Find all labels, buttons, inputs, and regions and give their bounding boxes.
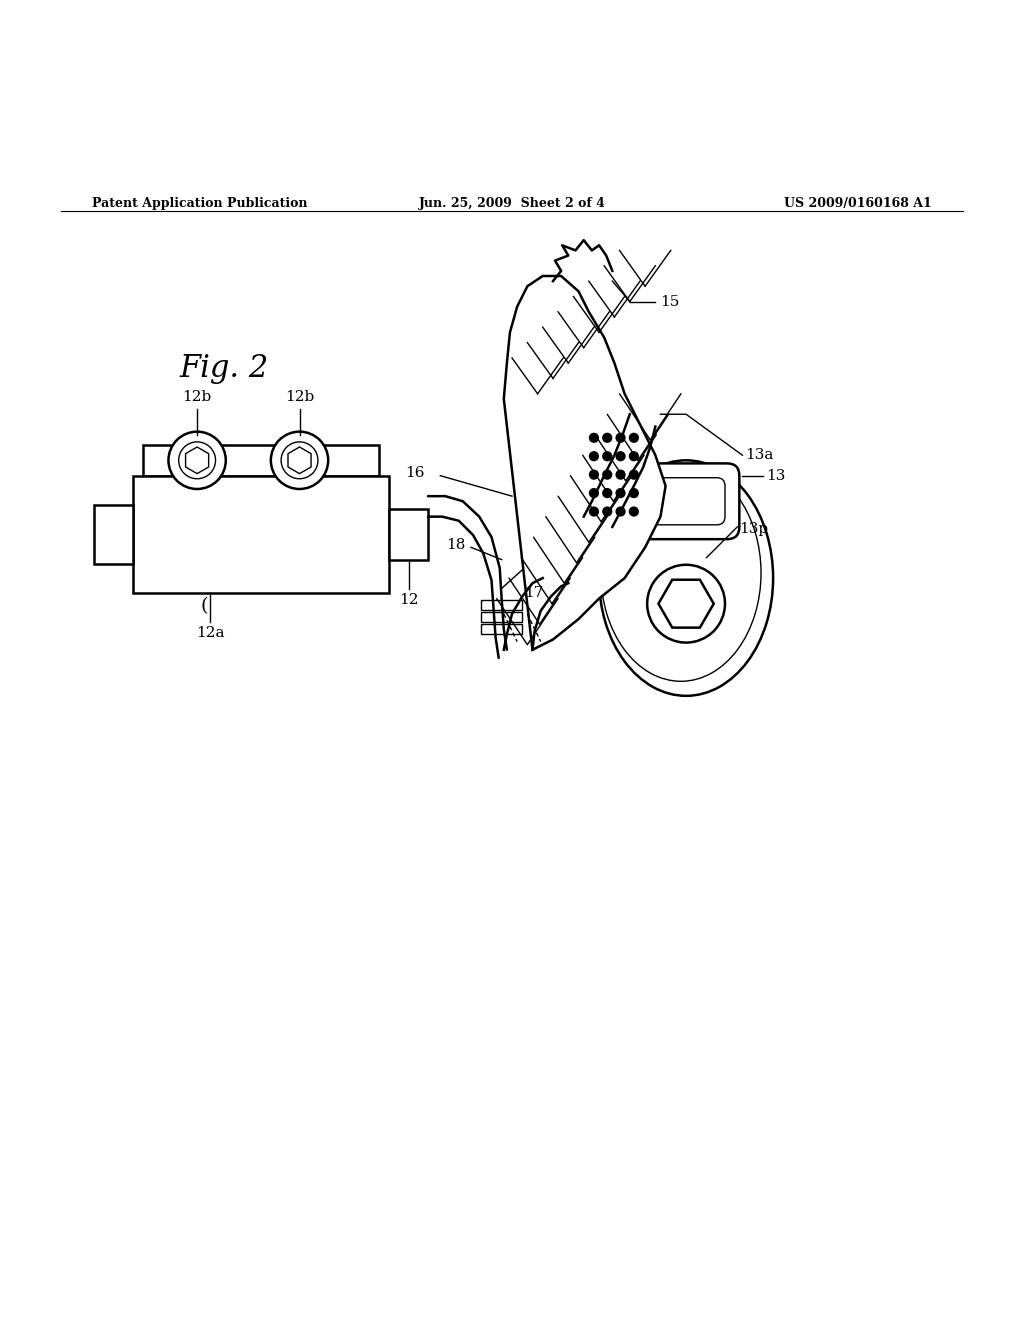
Circle shape	[629, 470, 639, 479]
Circle shape	[602, 433, 612, 444]
Text: 12a: 12a	[196, 626, 224, 640]
Circle shape	[270, 432, 328, 488]
Circle shape	[589, 488, 599, 498]
Text: 13: 13	[766, 469, 785, 483]
FancyBboxPatch shape	[623, 463, 739, 539]
Polygon shape	[504, 276, 666, 649]
Circle shape	[179, 442, 215, 479]
Circle shape	[589, 507, 599, 516]
Circle shape	[602, 488, 612, 498]
Text: 13p: 13p	[739, 521, 768, 536]
Circle shape	[602, 507, 612, 516]
Bar	[143, 445, 379, 475]
Circle shape	[168, 432, 225, 488]
Circle shape	[615, 488, 626, 498]
Bar	[481, 624, 522, 635]
Polygon shape	[658, 579, 714, 627]
Bar	[133, 475, 389, 594]
Polygon shape	[288, 447, 311, 474]
Text: 13a: 13a	[745, 449, 774, 462]
Bar	[481, 612, 522, 622]
Circle shape	[281, 442, 317, 479]
Circle shape	[615, 433, 626, 444]
Circle shape	[629, 451, 639, 462]
Bar	[389, 510, 428, 560]
Polygon shape	[185, 447, 209, 474]
Circle shape	[589, 470, 599, 479]
Text: 15: 15	[660, 294, 680, 309]
Bar	[481, 599, 522, 610]
Text: 16: 16	[406, 466, 425, 479]
Circle shape	[589, 433, 599, 444]
Circle shape	[629, 433, 639, 444]
Text: 12b: 12b	[182, 389, 212, 404]
Circle shape	[615, 451, 626, 462]
FancyBboxPatch shape	[637, 478, 725, 525]
Text: US 2009/0160168 A1: US 2009/0160168 A1	[784, 197, 932, 210]
Circle shape	[602, 451, 612, 462]
Circle shape	[647, 565, 725, 643]
Text: (: (	[201, 597, 209, 615]
Text: 18: 18	[446, 539, 466, 552]
Text: Patent Application Publication: Patent Application Publication	[92, 197, 307, 210]
Text: Jun. 25, 2009  Sheet 2 of 4: Jun. 25, 2009 Sheet 2 of 4	[419, 197, 605, 210]
Text: 17: 17	[524, 586, 544, 601]
Circle shape	[589, 451, 599, 462]
Circle shape	[602, 470, 612, 479]
Text: 12b: 12b	[285, 389, 314, 404]
Text: 12: 12	[398, 593, 419, 607]
Circle shape	[615, 470, 626, 479]
Circle shape	[629, 507, 639, 516]
Circle shape	[615, 507, 626, 516]
Bar	[94, 506, 133, 564]
Circle shape	[629, 488, 639, 498]
Text: Fig. 2: Fig. 2	[179, 352, 268, 384]
